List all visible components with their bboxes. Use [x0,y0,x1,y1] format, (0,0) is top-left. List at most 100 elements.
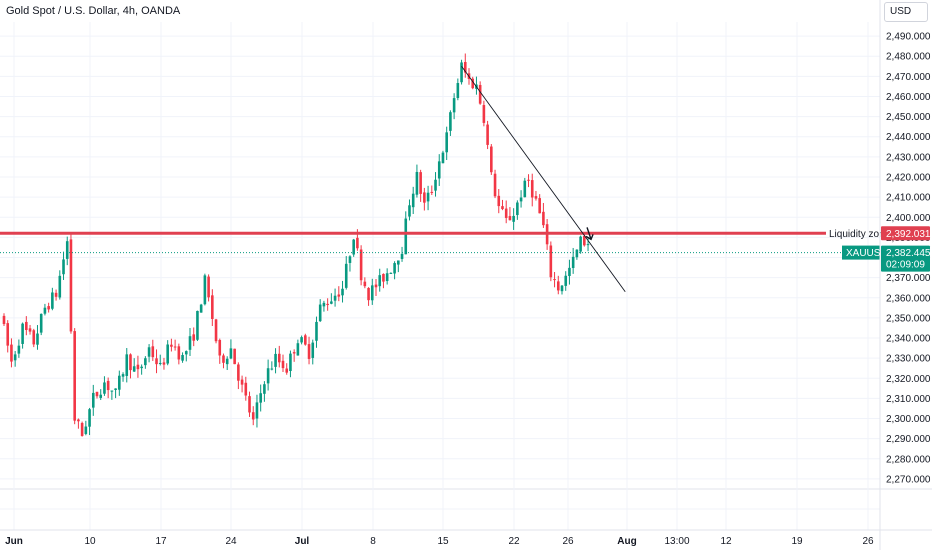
candle [367,287,370,306]
candle [516,200,519,220]
candle [147,344,151,363]
candle [222,353,225,369]
candle [579,235,582,254]
candle [6,320,10,353]
candle [207,274,210,302]
candle [385,268,389,285]
candle [10,338,13,368]
candle [437,154,441,186]
candle [110,390,114,400]
candle [530,173,534,207]
candle [51,287,54,311]
candle [244,376,248,401]
candle [270,361,274,371]
candle [512,208,515,230]
y-tick-label: 2,280.000 [886,454,931,465]
candle [564,271,568,291]
candle [482,100,486,127]
candle [348,255,352,272]
time-axis[interactable]: Jun 10 17 24 Jul 8 15 22 26 Aug 13:00 12 19 26 [0,529,932,547]
candle [95,391,99,399]
overlays: Liquidity zone XAUUSD [0,66,891,292]
candle [58,270,62,300]
symbol-tag [842,245,880,260]
y-tick-label: 2,450.000 [886,112,931,123]
candle [556,275,560,295]
y-tick-label: 2,410.000 [886,193,931,204]
candle [266,359,270,391]
candle [538,194,541,214]
candle [289,350,292,378]
y-tick-label: 2,430.000 [886,152,931,163]
candle [478,81,482,105]
candle [400,246,404,262]
candle [181,352,184,363]
candle [173,339,177,351]
candle [73,328,76,425]
candle [248,391,251,417]
candle [341,280,344,303]
candle [419,169,422,202]
candle [527,174,530,188]
candle [32,328,36,348]
candle [389,272,393,274]
liquidity-zone-label: Liquidity zone [829,229,891,240]
candle [114,388,117,399]
candle [274,348,277,374]
candle [214,318,218,344]
x-tick-label: 12 [720,536,732,547]
candle [322,300,326,312]
y-tick-label: 2,480.000 [886,52,931,63]
y-tick-label: 2,300.000 [886,414,931,425]
candle [17,339,21,358]
candle [158,354,162,366]
price-axis[interactable]: 2,270.000 2,280.000 2,290.000 2,300.000 2,31… [879,0,931,550]
candle [229,339,233,360]
chart-title: Gold Spot / U.S. Dollar, 4h, OANDA [6,5,181,17]
currency-selector[interactable]: USD [884,2,928,22]
candle [28,324,32,335]
candle [434,172,437,197]
candle [463,53,467,78]
candle [2,313,6,326]
candle [542,202,545,228]
candle [501,199,504,211]
candle [43,303,47,316]
candle [493,169,497,199]
candle [77,418,80,429]
x-tick-label: Jul [295,536,310,547]
x-tick-label: Aug [617,536,636,547]
candle [553,272,556,288]
candle [571,247,575,274]
candle [393,261,396,280]
x-tick-label: 13:00 [664,536,689,547]
candle [549,241,553,282]
candle [136,355,140,378]
candle [426,185,430,211]
y-tick-label: 2,460.000 [886,92,931,103]
candle [129,353,132,379]
candle [490,144,493,175]
candle [80,421,84,437]
candle [237,362,240,390]
candle [218,338,222,364]
candle [337,286,341,302]
candle [330,293,333,305]
candle [251,406,255,426]
x-tick-label: Jun [5,536,23,547]
y-tick-label: 2,350.000 [886,313,931,324]
y-tick-label: 2,370.000 [886,273,931,284]
x-tick-label: 22 [508,536,520,547]
candle [259,384,262,412]
candle [106,377,110,399]
candle [162,357,166,370]
candle [326,298,329,311]
candle [415,164,419,198]
candle [65,236,69,266]
candle [184,350,188,362]
candle [519,190,523,208]
candle [192,327,196,347]
candle [177,343,181,365]
grid [0,22,932,530]
